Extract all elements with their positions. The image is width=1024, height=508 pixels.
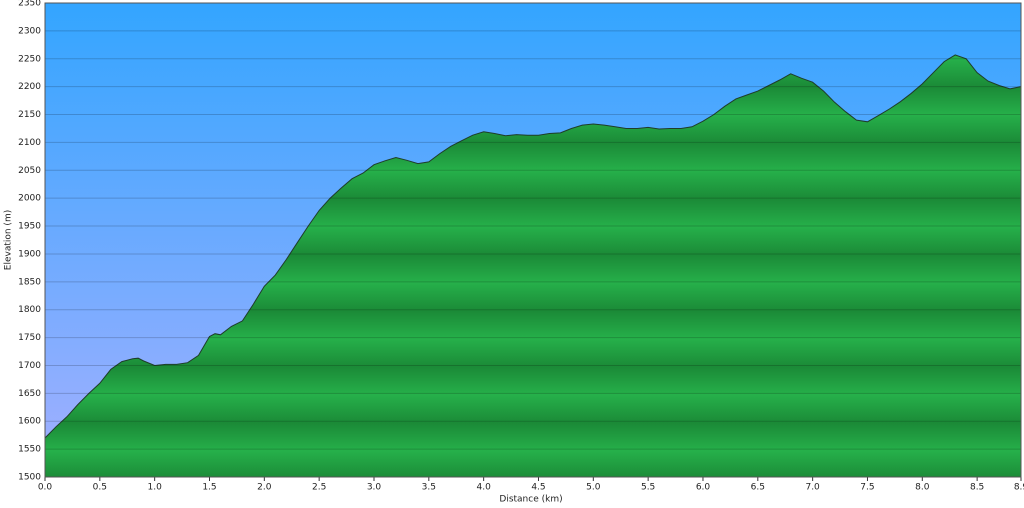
x-tick-label: 2.5 [312,483,326,493]
x-axis-label: Distance (km) [499,495,562,505]
y-axis-label: Elevation (m) [4,210,14,270]
x-tick-label: 3.5 [422,483,436,493]
x-tick-label: 5.5 [641,483,655,493]
x-tick-label: 7.5 [860,483,874,493]
y-tick-label: 2000 [18,194,41,204]
x-tick-label: 4.5 [531,483,545,493]
y-tick-label: 1900 [18,249,41,259]
x-tick-label: 8.5 [970,483,984,493]
y-tick-label: 1750 [18,333,41,343]
y-tick-label: 2150 [18,110,41,120]
x-tick-label: 8.0 [915,483,930,493]
x-tick-label: 6.5 [751,483,765,493]
y-tick-label: 1950 [18,222,41,232]
x-tick-label: 0.5 [93,483,107,493]
y-tick-label: 2250 [18,54,41,64]
x-tick-label: 3.0 [367,483,382,493]
profile-line [44,54,1022,439]
x-tick-label: 2.0 [257,483,272,493]
y-tick-label: 1500 [18,473,41,483]
y-tick-label: 1600 [18,417,41,427]
y-tick-label: 2200 [18,82,41,92]
x-tick-label: 4.0 [476,483,491,493]
plot-frame [44,2,1022,478]
x-tick-label: 7.0 [805,483,820,493]
y-tick-label: 2100 [18,138,41,148]
y-tick-label: 1850 [18,277,41,287]
x-tick-label: 1.0 [147,483,162,493]
y-tick-label: 2050 [18,166,41,176]
y-tick-label: 2350 [18,0,41,9]
x-tick-label: 6.0 [696,483,711,493]
x-tick-label: 5.0 [586,483,601,493]
x-tick-label: 8.9 [1014,483,1024,493]
area [45,54,1021,478]
y-tick-label: 2300 [18,26,41,36]
y-tick-label: 1550 [18,445,41,455]
x-tick-label: 1.5 [202,483,216,493]
x-tick-label: 0.0 [38,483,53,493]
y-tick-label: 1800 [18,305,41,315]
y-tick-label: 1650 [18,389,41,399]
y-tick-label: 1700 [18,361,41,371]
